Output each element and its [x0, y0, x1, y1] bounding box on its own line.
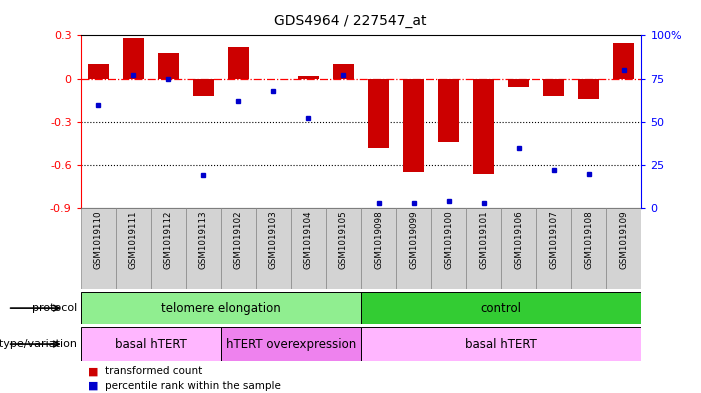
Text: GSM1019108: GSM1019108 — [585, 211, 593, 270]
FancyBboxPatch shape — [361, 208, 396, 289]
Text: GSM1019103: GSM1019103 — [269, 211, 278, 270]
Text: telomere elongation: telomere elongation — [161, 301, 280, 315]
Text: GSM1019106: GSM1019106 — [515, 211, 523, 269]
Bar — [228, 47, 249, 79]
FancyBboxPatch shape — [571, 208, 606, 289]
Bar — [543, 79, 564, 96]
FancyBboxPatch shape — [466, 208, 501, 289]
Text: GSM1019113: GSM1019113 — [199, 211, 207, 269]
Text: ■: ■ — [88, 366, 98, 376]
FancyBboxPatch shape — [361, 327, 641, 361]
Text: protocol: protocol — [32, 303, 77, 313]
Bar — [298, 76, 319, 79]
FancyBboxPatch shape — [221, 208, 256, 289]
FancyBboxPatch shape — [291, 208, 326, 289]
Text: genotype/variation: genotype/variation — [0, 339, 77, 349]
Bar — [473, 79, 494, 174]
Text: transformed count: transformed count — [105, 366, 203, 376]
Text: GSM1019110: GSM1019110 — [94, 211, 102, 269]
Bar — [193, 79, 214, 96]
Text: GSM1019100: GSM1019100 — [444, 211, 453, 270]
Text: GSM1019099: GSM1019099 — [409, 211, 418, 269]
Bar — [333, 64, 354, 79]
Text: GDS4964 / 227547_at: GDS4964 / 227547_at — [274, 14, 427, 28]
Bar — [158, 53, 179, 79]
Bar — [88, 64, 109, 79]
Text: GSM1019105: GSM1019105 — [339, 211, 348, 270]
Text: hTERT overexpression: hTERT overexpression — [226, 338, 356, 351]
FancyBboxPatch shape — [186, 208, 221, 289]
Text: GSM1019104: GSM1019104 — [304, 211, 313, 269]
FancyBboxPatch shape — [361, 292, 641, 324]
Bar — [508, 79, 529, 87]
FancyBboxPatch shape — [431, 208, 466, 289]
FancyBboxPatch shape — [536, 208, 571, 289]
Text: basal hTERT: basal hTERT — [115, 338, 186, 351]
Bar — [123, 38, 144, 79]
Bar — [368, 79, 389, 148]
Text: basal hTERT: basal hTERT — [465, 338, 537, 351]
FancyBboxPatch shape — [81, 327, 221, 361]
Text: ■: ■ — [88, 381, 98, 391]
FancyBboxPatch shape — [326, 208, 361, 289]
Text: GSM1019112: GSM1019112 — [164, 211, 172, 269]
FancyBboxPatch shape — [116, 208, 151, 289]
Text: control: control — [481, 301, 522, 315]
Bar — [578, 79, 599, 99]
FancyBboxPatch shape — [606, 208, 641, 289]
FancyBboxPatch shape — [81, 208, 116, 289]
Text: GSM1019101: GSM1019101 — [479, 211, 488, 269]
Text: GSM1019109: GSM1019109 — [620, 211, 628, 269]
Bar — [438, 79, 459, 142]
FancyBboxPatch shape — [501, 208, 536, 289]
Bar — [613, 42, 634, 79]
Text: GSM1019102: GSM1019102 — [234, 211, 243, 269]
FancyBboxPatch shape — [396, 208, 431, 289]
Bar — [403, 79, 424, 172]
Text: GSM1019098: GSM1019098 — [374, 211, 383, 270]
Text: percentile rank within the sample: percentile rank within the sample — [105, 381, 281, 391]
FancyBboxPatch shape — [151, 208, 186, 289]
FancyBboxPatch shape — [256, 208, 291, 289]
FancyBboxPatch shape — [221, 327, 361, 361]
Text: GSM1019111: GSM1019111 — [129, 211, 137, 269]
FancyBboxPatch shape — [81, 292, 361, 324]
Text: GSM1019107: GSM1019107 — [550, 211, 558, 270]
